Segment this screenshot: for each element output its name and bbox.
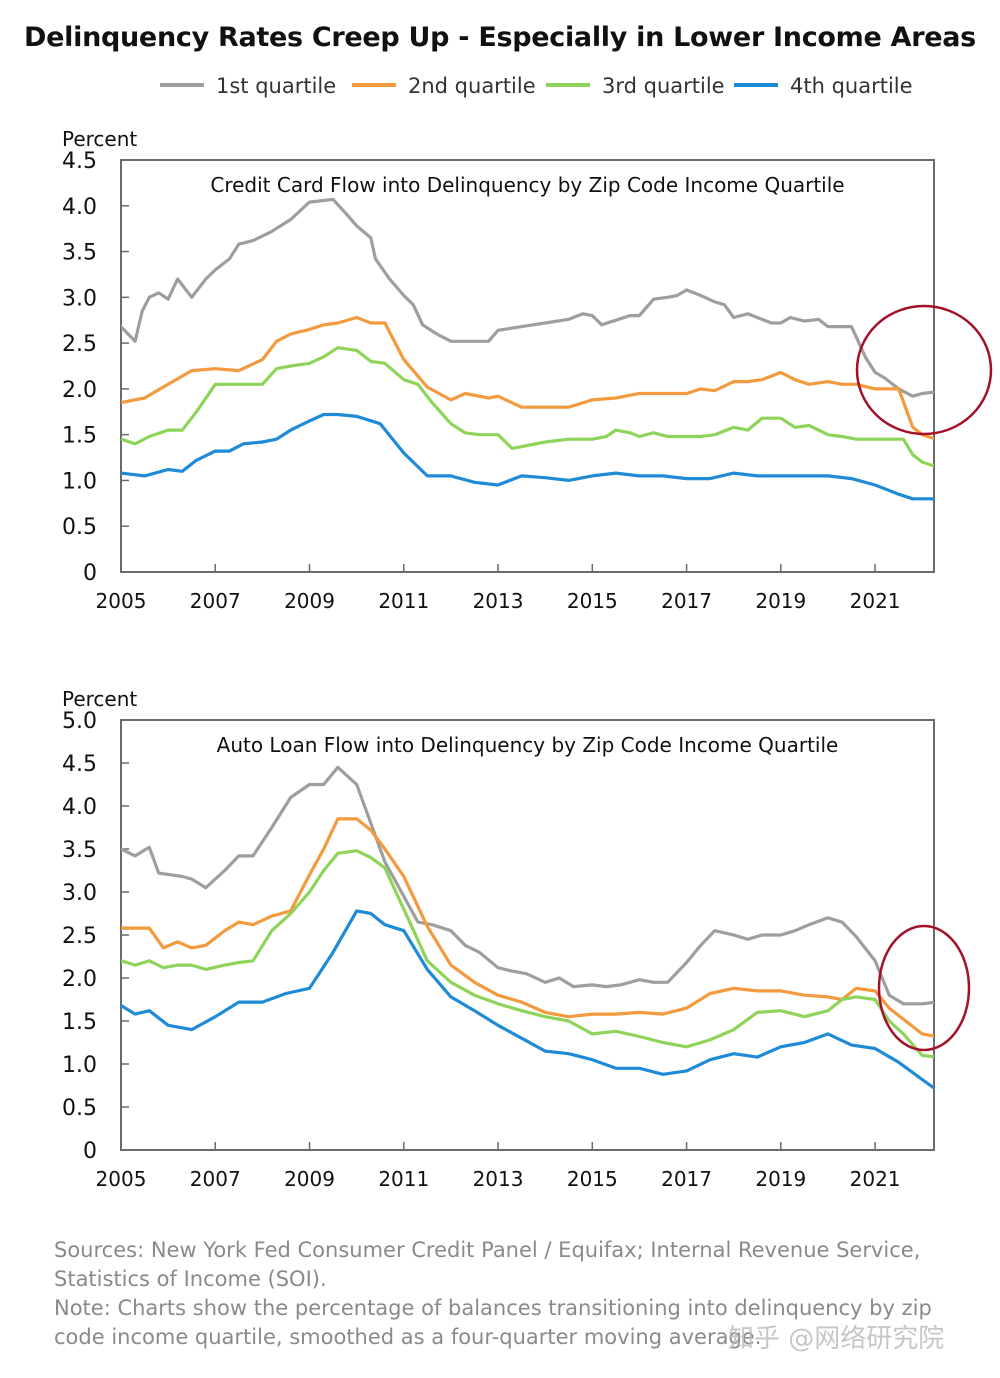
legend-swatch-q1 (160, 83, 204, 87)
y-tick-label: 4.5 (62, 149, 97, 174)
legend-item-q1: 1st quartile (160, 74, 336, 98)
chart-inner-title: Auto Loan Flow into Delinquency by Zip C… (217, 733, 839, 757)
legend-swatch-q4 (734, 83, 778, 87)
x-tick-label: 2021 (850, 589, 901, 613)
x-tick-label: 2007 (190, 1167, 241, 1191)
y-tick-label: 2.5 (62, 332, 97, 357)
y-tick-label: 5.0 (62, 709, 97, 734)
legend-label-q1: 1st quartile (216, 74, 337, 98)
legend: 1st quartile 2nd quartile 3rd quartile 4… (160, 74, 920, 98)
y-tick-label: 4.0 (62, 195, 97, 220)
highlight-circle (877, 924, 971, 1052)
y-tick-label: 2.0 (62, 378, 97, 403)
x-tick-label: 2005 (96, 589, 147, 613)
y-tick-label: 2.5 (62, 924, 97, 949)
highlight-circle (855, 304, 993, 436)
sources-text: Sources: New York Fed Consumer Credit Pa… (54, 1238, 921, 1291)
y-tick-label: 2.0 (62, 967, 97, 992)
legend-swatch-q3 (546, 83, 590, 87)
series-line-3rd-quartile (121, 346, 934, 468)
y-tick-label: 1.5 (62, 424, 97, 449)
y-tick-label: 0 (83, 1139, 97, 1164)
series-line-2nd-quartile (121, 315, 934, 441)
series-line-3rd-quartile (121, 849, 934, 1059)
y-tick-label: 3.5 (62, 838, 97, 863)
y-tick-label: 1.0 (62, 1053, 97, 1078)
x-tick-label: 2005 (96, 1167, 147, 1191)
y-axis-label: Percent (62, 127, 137, 151)
y-tick-label: 3.0 (62, 286, 97, 311)
x-tick-label: 2011 (378, 1167, 429, 1191)
x-tick-label: 2015 (567, 589, 618, 613)
y-axis-label: Percent (62, 687, 137, 711)
x-tick-label: 2021 (850, 1167, 901, 1191)
x-tick-label: 2019 (755, 1167, 806, 1191)
x-tick-label: 2011 (378, 589, 429, 613)
y-tick-label: 1.5 (62, 1010, 97, 1035)
watermark: 知乎 @网络研究院 (728, 1324, 945, 1354)
legend-label-q3: 3rd quartile (602, 74, 725, 98)
x-tick-label: 2007 (190, 589, 241, 613)
note-text: Note: Charts show the percentage of bala… (54, 1296, 932, 1349)
legend-swatch-q2 (352, 83, 396, 87)
y-tick-label: 3.5 (62, 241, 97, 266)
series-line-1st-quartile (121, 765, 934, 1006)
plot-frame (120, 159, 935, 573)
x-tick-label: 2013 (473, 1167, 524, 1191)
y-tick-label: 4.5 (62, 752, 97, 777)
x-tick-label: 2017 (661, 1167, 712, 1191)
legend-label-q4: 4th quartile (790, 74, 913, 98)
x-tick-label: 2017 (661, 589, 712, 613)
y-tick-label: 0.5 (62, 515, 97, 540)
legend-item-q3: 3rd quartile (546, 74, 725, 98)
legend-label-q2: 2nd quartile (408, 74, 536, 98)
y-tick-label: 3.0 (62, 881, 97, 906)
chart-inner-title: Credit Card Flow into Delinquency by Zip… (210, 173, 844, 197)
series-line-1st-quartile (121, 197, 934, 398)
main-title: Delinquency Rates Creep Up - Especially … (24, 22, 976, 53)
y-tick-label: 4.0 (62, 795, 97, 820)
x-tick-label: 2015 (567, 1167, 618, 1191)
x-tick-label: 2009 (284, 589, 335, 613)
x-tick-label: 2009 (284, 1167, 335, 1191)
x-tick-label: 2019 (755, 589, 806, 613)
legend-item-q4: 4th quartile (734, 74, 913, 98)
y-tick-label: 1.0 (62, 469, 97, 494)
credit-card-chart: Percent 0 0.5 1.0 1.5 2.0 2.5 3.0 3.5 4.0 4.5 2005 2… (62, 127, 993, 613)
plot-frame (120, 719, 935, 1151)
legend-item-q2: 2nd quartile (352, 74, 536, 98)
series-line-2nd-quartile (121, 817, 934, 1038)
y-tick-label: 0.5 (62, 1096, 97, 1121)
series-line-4th-quartile (121, 909, 934, 1091)
x-tick-label: 2013 (473, 589, 524, 613)
series-line-4th-quartile (121, 412, 934, 501)
y-tick-label: 0 (83, 561, 97, 586)
auto-loan-chart: Percent 0 0.5 1.0 1.5 2.0 2.5 3.0 3.5 4.0 4.5 5.0 20… (62, 687, 971, 1191)
